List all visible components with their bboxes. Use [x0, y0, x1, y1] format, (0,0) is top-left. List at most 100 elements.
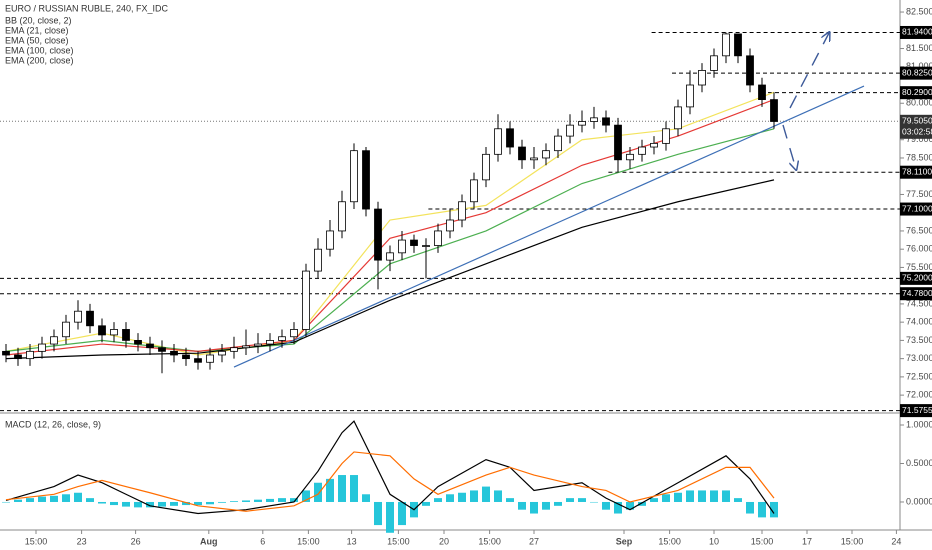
candle-body — [506, 128, 514, 148]
histogram-bar — [50, 495, 58, 502]
level-label-box — [900, 287, 932, 301]
candle-body — [350, 150, 358, 203]
candle-body — [242, 345, 250, 349]
level-label: 80.8250 — [902, 67, 932, 77]
candle-body — [50, 336, 58, 345]
y-tick-label: 77.5000 — [906, 189, 932, 199]
candle-body — [686, 84, 694, 108]
histogram-bar — [266, 498, 274, 502]
level-label: 74.7800 — [902, 288, 932, 298]
histogram-bar — [530, 501, 538, 514]
countdown-label: 03:02:58 — [902, 127, 932, 137]
candle-body — [458, 201, 466, 221]
candle-body — [86, 310, 94, 327]
histogram-bar — [590, 501, 598, 503]
y-tick-label: 80.0000 — [906, 98, 932, 108]
candle-body — [734, 33, 742, 57]
x-tick-label: 15:00 — [751, 536, 774, 546]
y-tick-label: 78.5000 — [906, 152, 932, 162]
y-tick-label: 72.5000 — [906, 371, 932, 381]
candle-body — [206, 354, 214, 363]
level-label: 71.5755 — [902, 405, 932, 415]
indicator-legend: EMA (100, close) — [5, 45, 74, 55]
candle-body — [518, 146, 526, 161]
level-label-box — [900, 271, 932, 285]
candle-body — [638, 146, 646, 155]
candle-body — [26, 350, 34, 360]
histogram-bar — [542, 501, 550, 510]
histogram-bar — [230, 501, 238, 502]
candle-body — [194, 358, 202, 363]
candle-body — [650, 142, 658, 148]
marks: 82.5000 81.5000 81.0000 80.0000 79.0000 78.50… — [0, 6, 932, 546]
x-tick-label: 15:00 — [478, 536, 501, 546]
candle-body — [674, 106, 682, 130]
histogram-bar — [146, 501, 154, 508]
x-tick-label: 15:00 — [841, 536, 864, 546]
candle-body — [614, 124, 622, 161]
x-tick-label: 27 — [529, 536, 539, 546]
candle-body — [326, 230, 334, 250]
histogram-bar — [2, 501, 10, 503]
projection-arrow-down — [782, 124, 796, 169]
x-tick-label: 15:00 — [658, 536, 681, 546]
histogram-bar — [62, 494, 70, 502]
indicator-legend: EMA (50, close) — [5, 35, 69, 45]
histogram-bar — [290, 498, 298, 502]
histogram-bar — [686, 490, 694, 502]
histogram-bar — [374, 501, 382, 526]
candle-body — [662, 128, 670, 144]
x-tick-label: 20 — [439, 536, 449, 546]
candle-body — [74, 310, 82, 323]
x-tick-label: 23 — [77, 536, 87, 546]
candle-body — [722, 33, 730, 57]
candle-body — [230, 347, 238, 352]
y-tick-label: 82.5000 — [906, 6, 932, 16]
histogram-bar — [458, 492, 466, 502]
candle-body — [566, 124, 574, 137]
histogram-bar — [566, 498, 574, 502]
y-tick-label: 0.5000 — [906, 458, 932, 468]
x-tick-label: 10 — [709, 536, 719, 546]
histogram-bar — [302, 490, 310, 502]
candle-body — [758, 84, 766, 101]
histogram-bar — [194, 501, 202, 506]
candle-body — [314, 248, 322, 272]
y-tick-label: 72.0000 — [906, 389, 932, 399]
candle-body — [122, 329, 130, 341]
chart-title: EURO / RUSSIAN RUBLE, 240, FX_IDC — [5, 3, 169, 13]
candle-body — [338, 201, 346, 232]
histogram-bar — [674, 492, 682, 502]
histogram-bar — [218, 501, 226, 503]
trendline — [233, 85, 865, 368]
y-tick-label: 74.5000 — [906, 298, 932, 308]
indicator-legend: EMA (21, close) — [5, 25, 69, 35]
histogram-bar — [746, 501, 754, 514]
candle-body — [290, 329, 298, 338]
histogram-bar — [122, 501, 130, 507]
histogram-bar — [518, 501, 526, 510]
candle-body — [374, 208, 382, 261]
candle-body — [218, 350, 226, 356]
candle-body — [266, 339, 274, 345]
histogram-bar — [722, 490, 730, 502]
y-tick-label: 75.5000 — [906, 262, 932, 272]
candle-body — [422, 245, 430, 247]
histogram-bar — [98, 501, 106, 504]
candle-body — [530, 157, 538, 161]
histogram-bar — [386, 501, 394, 533]
histogram-bar — [638, 501, 646, 506]
candle-body — [278, 336, 286, 341]
macd-title: MACD (12, 26, close, 9) — [5, 419, 101, 429]
y-tick-label: 73.5000 — [906, 335, 932, 345]
x-tick-label: 15:00 — [297, 536, 320, 546]
histogram-bar — [158, 501, 166, 507]
histogram-bar — [662, 494, 670, 502]
candle-body — [254, 343, 262, 347]
candle-body — [2, 350, 10, 356]
histogram-bar — [26, 498, 34, 502]
y-tick-label: 74.0000 — [906, 317, 932, 327]
histogram-bar — [254, 499, 262, 502]
